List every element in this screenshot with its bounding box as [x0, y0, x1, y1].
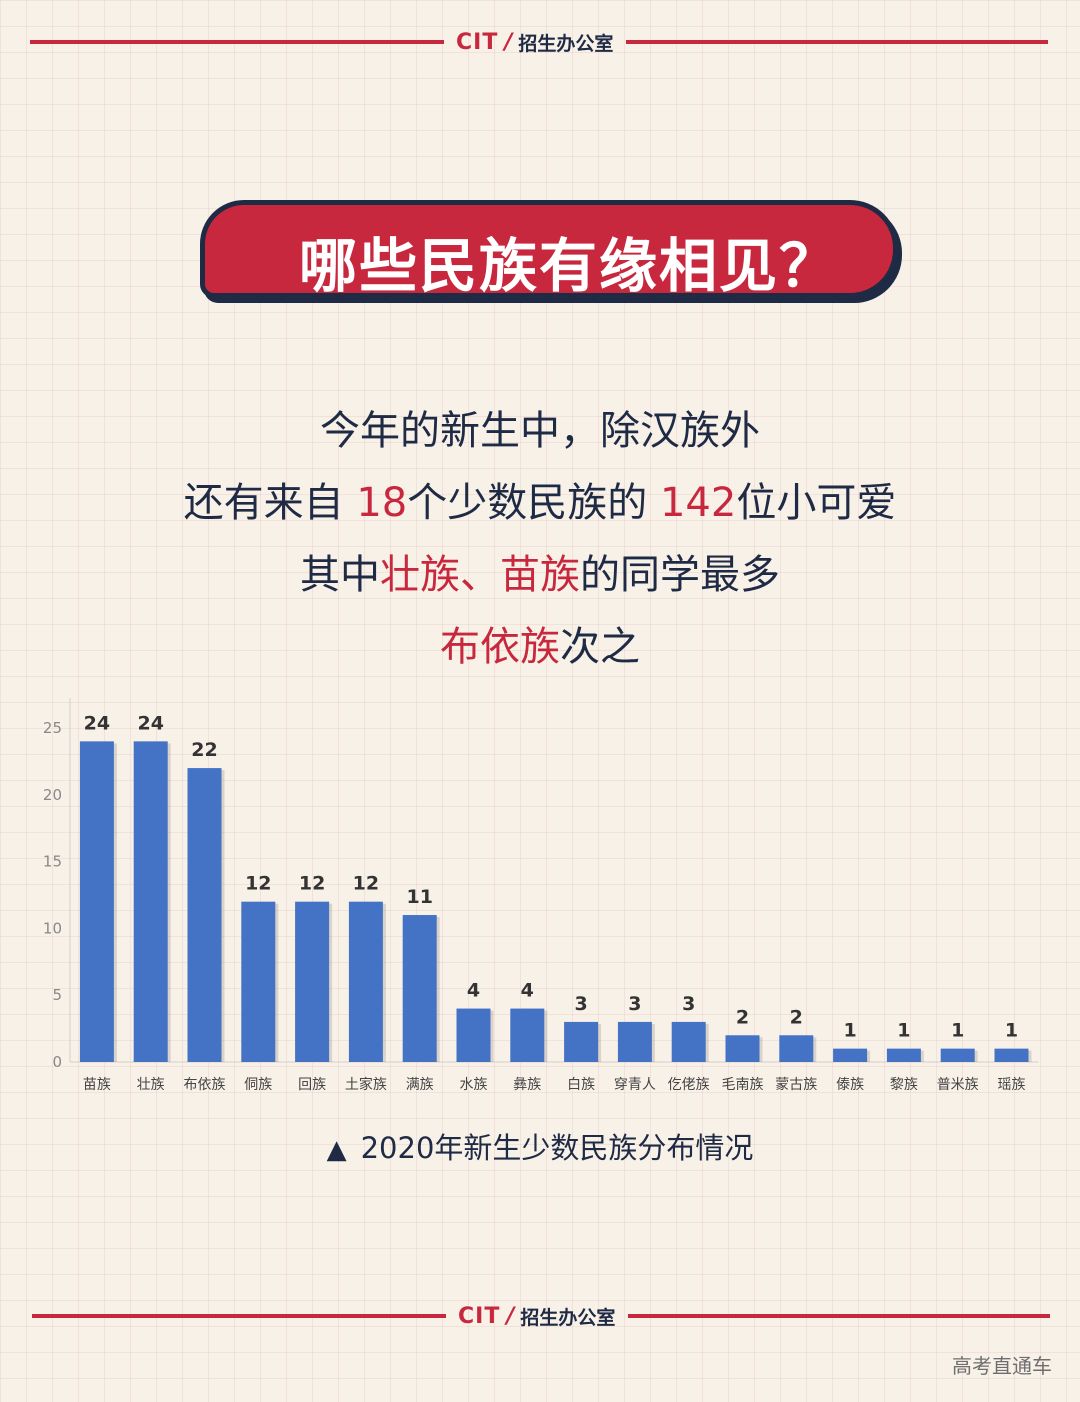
chart-labels: 24苗族24壮族22布依族12侗族12回族12土家族11满族4水族4彝族3白族3…: [83, 712, 1026, 1093]
ethnic-count: 18: [356, 480, 408, 526]
header-rule-right: [626, 40, 1048, 44]
y-tick-label: 10: [43, 919, 62, 937]
intro-line-1: 今年的新生中，除汉族外: [0, 398, 1080, 456]
bar: [940, 1048, 975, 1062]
data-label: 11: [406, 886, 432, 908]
x-tick-label: 回族: [298, 1077, 326, 1093]
data-label: 2: [790, 1006, 803, 1028]
data-label: 12: [353, 873, 379, 895]
intro-line-3-c: 的同学最多: [580, 552, 780, 598]
bar: [779, 1035, 814, 1062]
bar: [133, 741, 168, 1062]
bar: [79, 741, 114, 1062]
intro-line-2: 还有来自 18个少数民族的 142位小可爱: [0, 470, 1080, 528]
x-tick-label: 苗族: [83, 1077, 111, 1093]
data-label: 1: [843, 1020, 856, 1042]
data-label: 1: [951, 1020, 964, 1042]
x-tick-label: 毛南族: [722, 1077, 764, 1093]
chart-axes: 0 5 10 15 20 25: [43, 698, 1039, 1071]
data-label: 3: [574, 993, 587, 1015]
student-count: 142: [659, 480, 737, 526]
x-tick-label: 侗族: [244, 1077, 272, 1093]
bar: [833, 1048, 868, 1062]
bar: [241, 901, 276, 1062]
y-tick-label: 25: [43, 719, 62, 737]
intro-line-4-b: 次之: [560, 624, 640, 670]
x-tick-label: 白族: [567, 1077, 595, 1093]
chart-bars: [79, 741, 1032, 1062]
y-tick-label: 15: [43, 853, 62, 871]
top-ethnic-groups: 壮族、苗族: [380, 552, 580, 598]
second-ethnic-group: 布依族: [440, 624, 560, 670]
data-label: 12: [299, 873, 325, 895]
intro-line-1-text: 今年的新生中，除汉族外: [320, 408, 760, 454]
bar: [295, 901, 330, 1062]
brand-office: 招生办公室: [520, 1307, 616, 1329]
x-tick-label: 土家族: [345, 1076, 387, 1093]
bar: [456, 1008, 491, 1062]
data-label: 3: [628, 993, 641, 1015]
cit-logo: CIT: [458, 1304, 501, 1329]
triangle-icon: ▲: [326, 1135, 347, 1165]
brand-slash: /: [504, 30, 513, 55]
x-tick-label: 瑶族: [998, 1077, 1026, 1093]
intro-line-4: 布依族次之: [0, 614, 1080, 672]
footer-rule-left: [32, 1314, 446, 1318]
data-label: 22: [191, 739, 217, 761]
chart-caption: ▲ 2020年新生少数民族分布情况: [0, 1125, 1080, 1167]
bar: [725, 1035, 760, 1062]
footer-brand: CIT / 招生办公室: [458, 1303, 615, 1330]
brand-office: 招生办公室: [518, 33, 614, 55]
intro-line-3: 其中壮族、苗族的同学最多: [0, 542, 1080, 600]
bar: [402, 915, 437, 1062]
x-tick-label: 傣族: [836, 1077, 864, 1093]
data-label: 4: [521, 980, 534, 1002]
bar: [617, 1021, 652, 1062]
data-label: 24: [137, 712, 163, 734]
bar: [348, 901, 383, 1062]
caption-text: 2020年新生少数民族分布情况: [360, 1131, 754, 1165]
bar: [510, 1008, 545, 1062]
cit-logo: CIT: [456, 30, 499, 55]
x-tick-label: 满族: [406, 1077, 434, 1093]
header-rule-left: [30, 40, 444, 44]
x-tick-label: 水族: [460, 1077, 488, 1093]
header-brand: CIT / 招生办公室: [456, 29, 613, 56]
data-label: 12: [245, 873, 271, 895]
x-tick-label: 彝族: [513, 1077, 541, 1093]
data-label: 2: [736, 1006, 749, 1028]
x-tick-label: 壮族: [137, 1077, 165, 1093]
x-tick-label: 仡佬族: [668, 1077, 710, 1093]
intro-line-2-c: 个少数民族的: [407, 480, 660, 526]
bar: [671, 1021, 706, 1062]
data-label: 4: [467, 980, 480, 1002]
intro-line-3-a: 其中: [300, 552, 380, 598]
bar: [994, 1048, 1029, 1062]
y-tick-label: 0: [52, 1053, 62, 1071]
bar: [886, 1048, 921, 1062]
title-banner: 哪些民族有缘相见？: [200, 200, 898, 300]
data-label: 1: [1005, 1020, 1018, 1042]
intro-line-2-e: 位小可爱: [736, 480, 897, 526]
watermark: 高考直通车: [952, 1354, 1052, 1378]
data-label: 3: [682, 993, 695, 1015]
banner-title: 哪些民族有缘相见？: [298, 232, 839, 300]
data-label: 24: [84, 712, 110, 734]
data-label: 1: [897, 1020, 910, 1042]
x-tick-label: 穿青人: [614, 1077, 656, 1093]
x-tick-label: 普米族: [937, 1077, 979, 1093]
x-tick-label: 蒙古族: [775, 1077, 817, 1093]
brand-slash: /: [506, 1304, 515, 1329]
intro-line-2-a: 还有来自: [183, 480, 357, 526]
x-tick-label: 黎族: [890, 1077, 918, 1093]
bar: [564, 1021, 599, 1062]
footer-rule-right: [628, 1314, 1050, 1318]
bar: [187, 768, 222, 1062]
x-tick-label: 布依族: [184, 1077, 226, 1093]
y-tick-label: 20: [43, 786, 62, 804]
y-tick-label: 5: [52, 986, 62, 1004]
